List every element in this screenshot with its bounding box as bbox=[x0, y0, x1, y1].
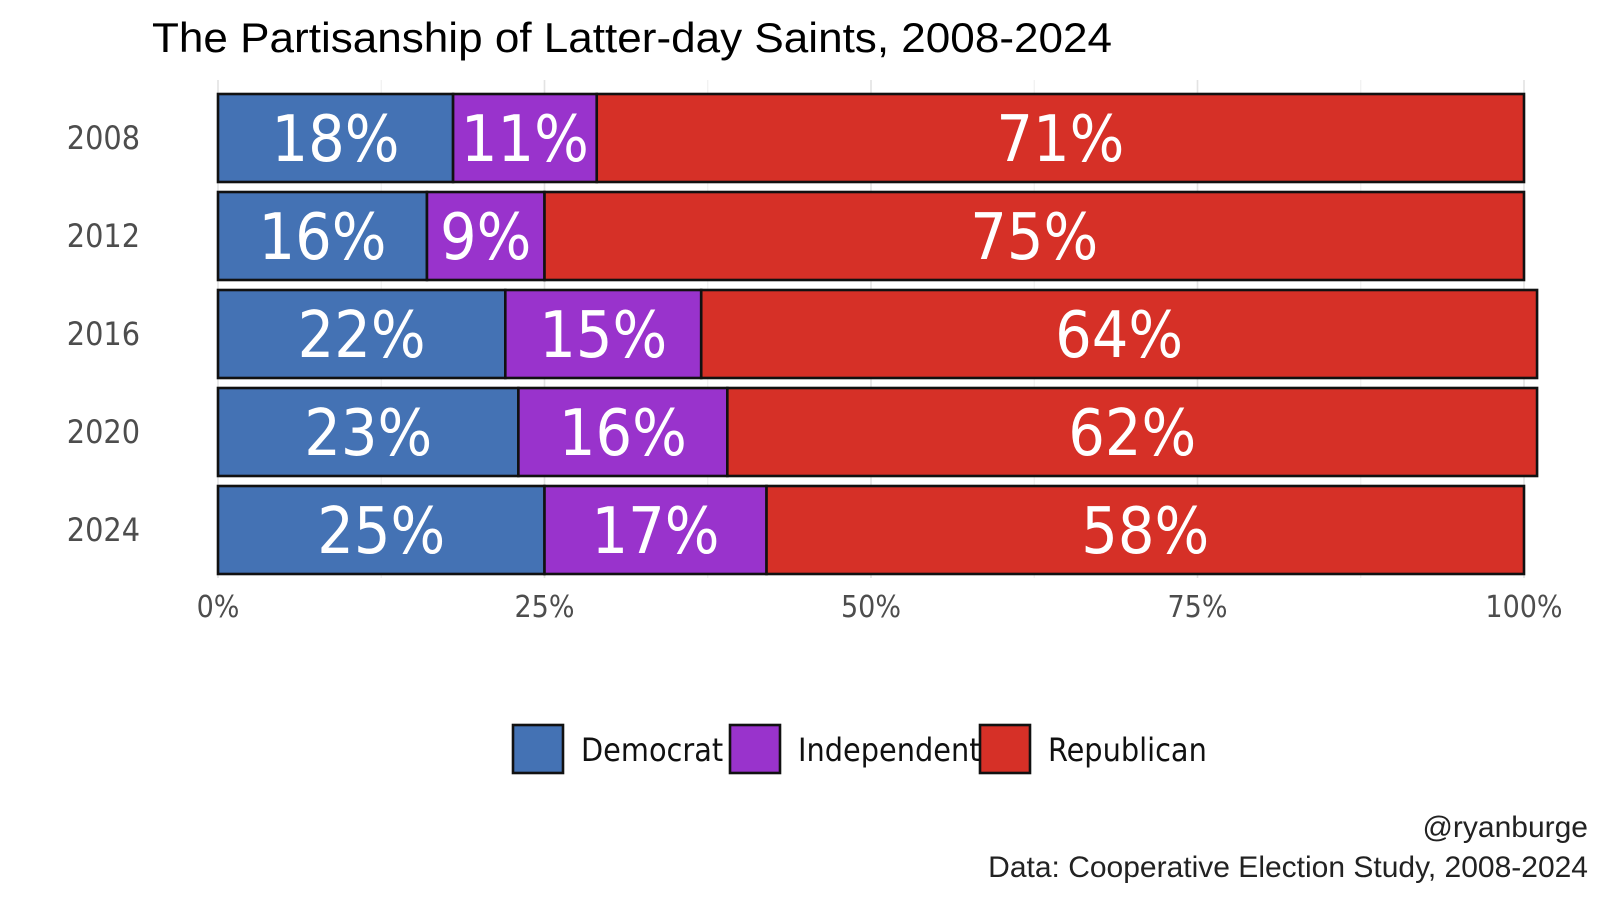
bar-republican-2024 bbox=[765, 484, 1526, 576]
x-tick-label: 100% bbox=[1485, 590, 1562, 625]
x-tick-label: 0% bbox=[197, 590, 240, 625]
data-label-independent-2016: 15% bbox=[539, 299, 667, 373]
caption-handle: @ryanburge bbox=[1422, 811, 1588, 844]
y-tick-label: 2020 bbox=[67, 413, 140, 451]
y-tick-label: 2016 bbox=[67, 315, 140, 353]
x-axis: 0% 25% 50% 75% 100% bbox=[197, 590, 1563, 625]
data-label-republican-2016: 64% bbox=[1055, 299, 1183, 373]
y-tick-label: 2024 bbox=[67, 511, 140, 549]
bar-independent-2020 bbox=[517, 386, 729, 478]
data-label-democrat-2016: 22% bbox=[298, 299, 426, 373]
y-axis: 2008 2012 2016 2020 2024 bbox=[67, 119, 140, 549]
data-label-independent-2008: 11% bbox=[461, 103, 589, 177]
y-tick-label: 2012 bbox=[67, 217, 140, 255]
data-label-republican-2012: 75% bbox=[970, 201, 1098, 275]
legend-label-democrat: Democrat bbox=[581, 731, 723, 769]
legend-swatch-republican bbox=[978, 723, 1032, 775]
bar-republican-2008 bbox=[595, 92, 1526, 184]
bar-democrat-2024 bbox=[216, 484, 546, 576]
bar-labels: 18% 11% 71% 16% 9% 75% 22% 15% 64% 23% 16% 62% 25% 17… bbox=[258, 103, 1209, 569]
bar-independent-2008 bbox=[451, 92, 599, 184]
legend-swatch-democrat bbox=[511, 723, 565, 775]
x-tick-label: 25% bbox=[515, 590, 575, 625]
y-tick-label: 2008 bbox=[67, 119, 140, 157]
bar-republican-2016 bbox=[699, 288, 1539, 380]
caption-source: Data: Cooperative Election Study, 2008-2… bbox=[988, 851, 1588, 884]
x-tick-label: 75% bbox=[1168, 590, 1228, 625]
data-label-democrat-2020: 23% bbox=[304, 397, 432, 471]
chart-title: The Partisanship of Latter-day Saints, 2… bbox=[152, 14, 1112, 61]
legend-label-republican: Republican bbox=[1048, 731, 1207, 769]
data-label-independent-2020: 16% bbox=[559, 397, 687, 471]
data-label-republican-2024: 58% bbox=[1081, 495, 1209, 569]
bar-independent-2012 bbox=[425, 190, 546, 282]
bar-democrat-2012 bbox=[216, 190, 429, 282]
bar-republican-2020 bbox=[726, 386, 1539, 478]
bar-republican-2012 bbox=[543, 190, 1526, 282]
bars bbox=[216, 92, 1539, 576]
bar-independent-2016 bbox=[504, 288, 703, 380]
x-tick-label: 50% bbox=[841, 590, 901, 625]
legend-label-independent: Independent bbox=[798, 731, 981, 769]
data-label-republican-2008: 71% bbox=[996, 103, 1124, 177]
bar-democrat-2020 bbox=[216, 386, 520, 478]
data-label-democrat-2008: 18% bbox=[272, 103, 400, 177]
bar-democrat-2016 bbox=[216, 288, 507, 380]
data-label-independent-2012: 9% bbox=[440, 201, 531, 275]
data-label-democrat-2024: 25% bbox=[317, 495, 445, 569]
legend: Democrat Independent Republican bbox=[511, 723, 1207, 775]
data-label-democrat-2012: 16% bbox=[258, 201, 386, 275]
legend-swatch-independent bbox=[728, 723, 782, 775]
data-label-republican-2020: 62% bbox=[1068, 397, 1196, 471]
data-label-independent-2024: 17% bbox=[592, 495, 720, 569]
